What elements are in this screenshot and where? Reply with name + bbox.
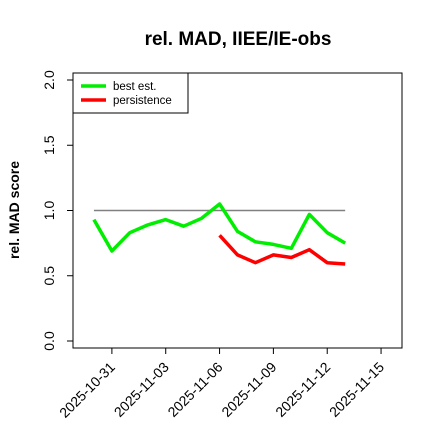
legend-box [72,72,189,114]
legend: best est. persistence [72,72,189,114]
x-tick-label: 2025-10-31 [56,359,118,421]
y-axis: 0.0 0.5 1.0 1.5 2.0 [41,70,73,351]
series-line-0 [92,202,347,253]
x-tick-label: 2025-11-09 [218,359,279,420]
x-tick-label: 2025-11-15 [326,359,387,420]
legend-label: best est. [113,81,156,93]
legend-label: persistence [113,95,172,107]
x-tick-label: 2025-11-12 [272,359,333,420]
x-tick-label: 2025-11-06 [164,359,225,420]
series-layer [92,202,347,266]
y-tick-label: 0.5 [41,266,57,286]
x-tick-label: 2025-11-03 [111,359,172,420]
y-tick-label: 1.5 [41,135,57,155]
y-tick-label: 2.0 [41,70,57,90]
y-axis-label: rel. MAD score [6,161,22,259]
series-line-1 [218,234,346,266]
chart-title: rel. MAD, IIEE/IE-obs [145,29,332,50]
y-tick-label: 1.0 [41,201,57,221]
y-tick-label: 0.0 [41,331,57,351]
x-axis: 2025-10-312025-11-032025-11-062025-11-09… [56,348,387,421]
